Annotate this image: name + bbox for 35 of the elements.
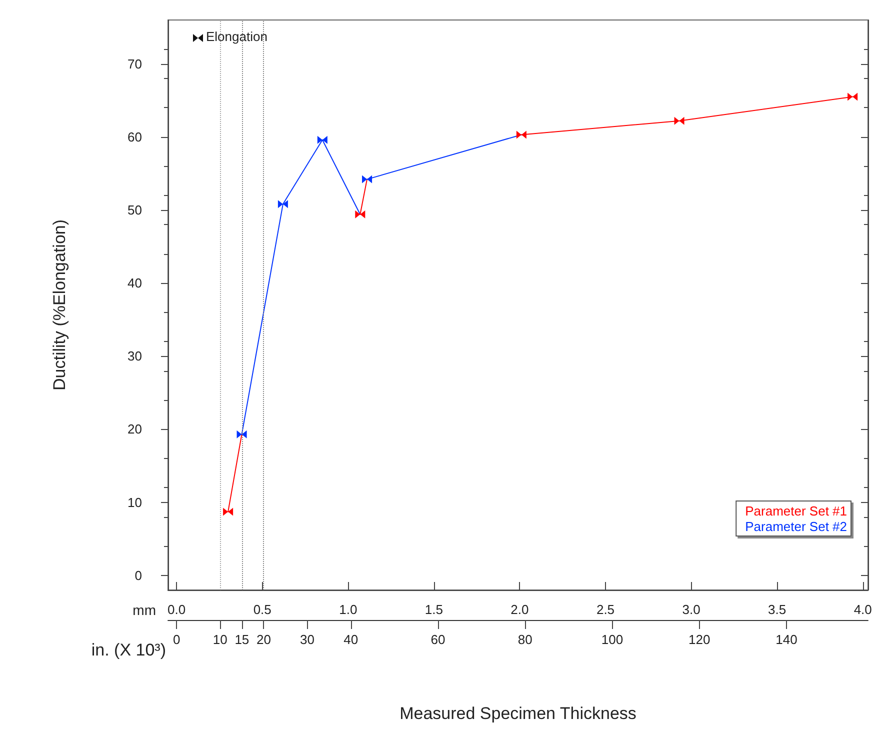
x-tick-label: 1.5 [424,602,443,617]
x2-tick-label: 40 [344,632,358,647]
annotation: Elongation [206,29,268,44]
text: Parameter Set #1 [745,504,848,518]
y-tick-label: 10 [128,494,142,510]
text: Parameter Set #2 [745,519,848,534]
y-axis-title: Ductility (%Elongation) [50,219,69,391]
x2-tick-label: 100 [601,632,624,647]
x2-tick-label: 140 [776,632,798,647]
x2-tick-label: 80 [518,632,532,647]
y-tick-label: 30 [128,348,142,364]
x2-tick-label: 60 [430,632,446,647]
text: Measured Specimen Thickness [400,704,636,723]
x-tick-label: 3.5 [768,602,786,617]
x2-tick-label: 0 [172,632,180,647]
x2-axis-title: in. (X 10³) [91,640,166,660]
x-tick-label: 0.0 [168,602,186,617]
x2-tick-label: 120 [688,632,710,647]
y-tick-label: 70 [128,56,142,72]
y-tick-label: 20 [128,422,142,437]
y-tick-label: 60 [128,129,142,144]
x2-tick-label: 15 [234,632,250,647]
x2-tick-label: 20 [256,632,271,647]
x-tick-label: 3.0 [682,602,700,617]
x-axis-title: mm [132,602,156,618]
y-tick-label: 0 [134,568,142,583]
x2-tick-label: 10 [212,632,228,647]
x2-tick-label: 30 [300,632,315,647]
x-tick-label: 1.0 [339,602,358,617]
x-tick-label: 0.5 [253,602,272,617]
x-tick-label: 2.5 [596,602,615,617]
x-tick-label: 2.0 [510,602,529,617]
x-tick-label: 4.0 [854,602,872,617]
y-tick-label: 50 [128,202,142,218]
y-tick-label: 40 [128,276,142,291]
